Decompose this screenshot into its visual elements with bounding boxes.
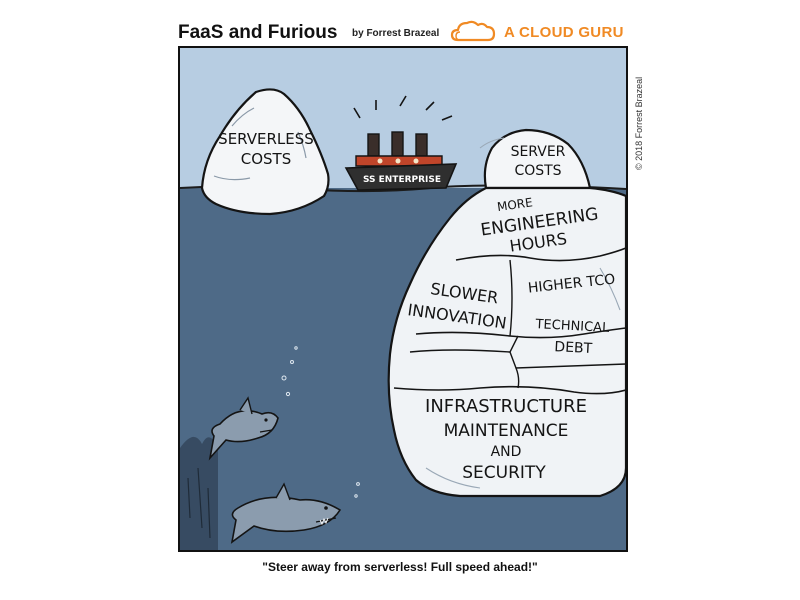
ship-funnel [391,131,404,157]
debt-line-1: TECHNICAL [534,317,610,336]
ship-name: SS ENTERPRISE [363,175,441,185]
debt-line-2: DEBT [554,339,593,357]
iceberg-underwater [387,186,626,498]
ship: SS ENTERPRISE [344,95,458,191]
iceberg-tip [483,128,592,190]
left-iceberg-label-line-2: COSTS [241,150,292,168]
right-iceberg: SERVER COSTS MORE ENGINEERING HOURS SLOW… [387,128,626,498]
comic-byline: by Forrest Brazeal [352,28,440,39]
ship-hull [344,163,458,191]
copyright-notice: © 2018 Forrest Brazeal [622,70,644,180]
comic-header: FaaS and Furious by Forrest Brazeal A CL… [178,16,628,46]
infrastructure-line-2: MAINTENANCE [444,421,569,441]
ship-funnel [367,133,380,157]
brand-name: A CLOUD GURU [504,24,624,41]
server-costs-line-2: COSTS [514,163,561,179]
bubbles [281,346,360,498]
comic-panel: SERVERLESS COSTS SS ENTERPRISE [178,46,628,552]
cloud-logo-icon [450,20,496,42]
infrastructure-line-3: AND [491,444,522,460]
comic-caption: "Steer away from serverless! Full speed … [262,560,538,574]
comic-title: FaaS and Furious [178,22,338,43]
engineering-line-1: MORE [496,195,533,214]
infrastructure-line-1: INFRASTRUCTURE [425,396,587,417]
ship-funnel [415,133,428,157]
shark [208,396,279,461]
motion-lines [353,95,453,121]
infrastructure-section: INFRASTRUCTURE MAINTENANCE AND SECURITY [425,396,587,483]
copyright-text: © 2018 Forrest Brazeal [634,76,644,170]
technical-debt-section: TECHNICAL DEBT [534,317,610,357]
left-iceberg-label-line-1: SERVERLESS [218,130,314,148]
infrastructure-line-4: SECURITY [462,463,546,483]
seabed-rocks [180,436,218,550]
comic-illustration: SERVERLESS COSTS SS ENTERPRISE [180,48,626,550]
left-iceberg: SERVERLESS COSTS [200,88,330,216]
server-costs-line-1: SERVER [511,144,566,160]
shark [230,482,342,544]
